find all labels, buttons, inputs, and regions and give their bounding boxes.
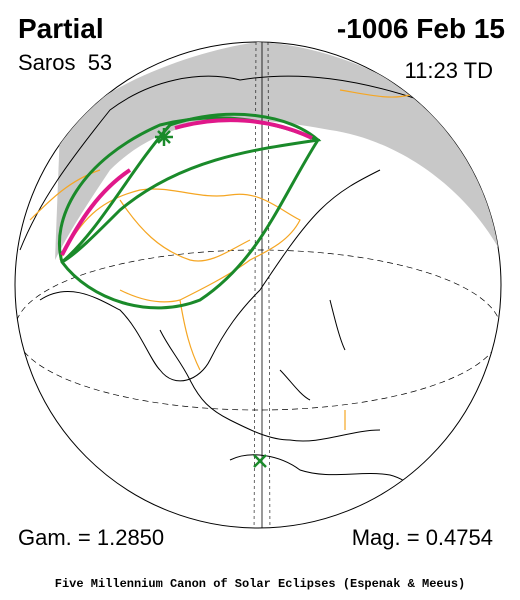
greatest-eclipse-star xyxy=(155,128,173,146)
subsolar-point xyxy=(253,454,267,468)
eclipse-date: -1006 Feb 15 xyxy=(337,13,505,44)
saros: Saros 53 xyxy=(18,50,112,75)
eclipse-curves xyxy=(57,112,322,468)
borders xyxy=(29,89,411,430)
eclipse-type: Partial xyxy=(18,13,104,44)
eclipse-time: 11:23 TD xyxy=(405,58,493,83)
credit: Five Millennium Canon of Solar Eclipses … xyxy=(55,577,465,591)
magnitude: Mag. = 0.4754 xyxy=(352,525,493,550)
gamma: Gam. = 1.2850 xyxy=(18,525,164,550)
